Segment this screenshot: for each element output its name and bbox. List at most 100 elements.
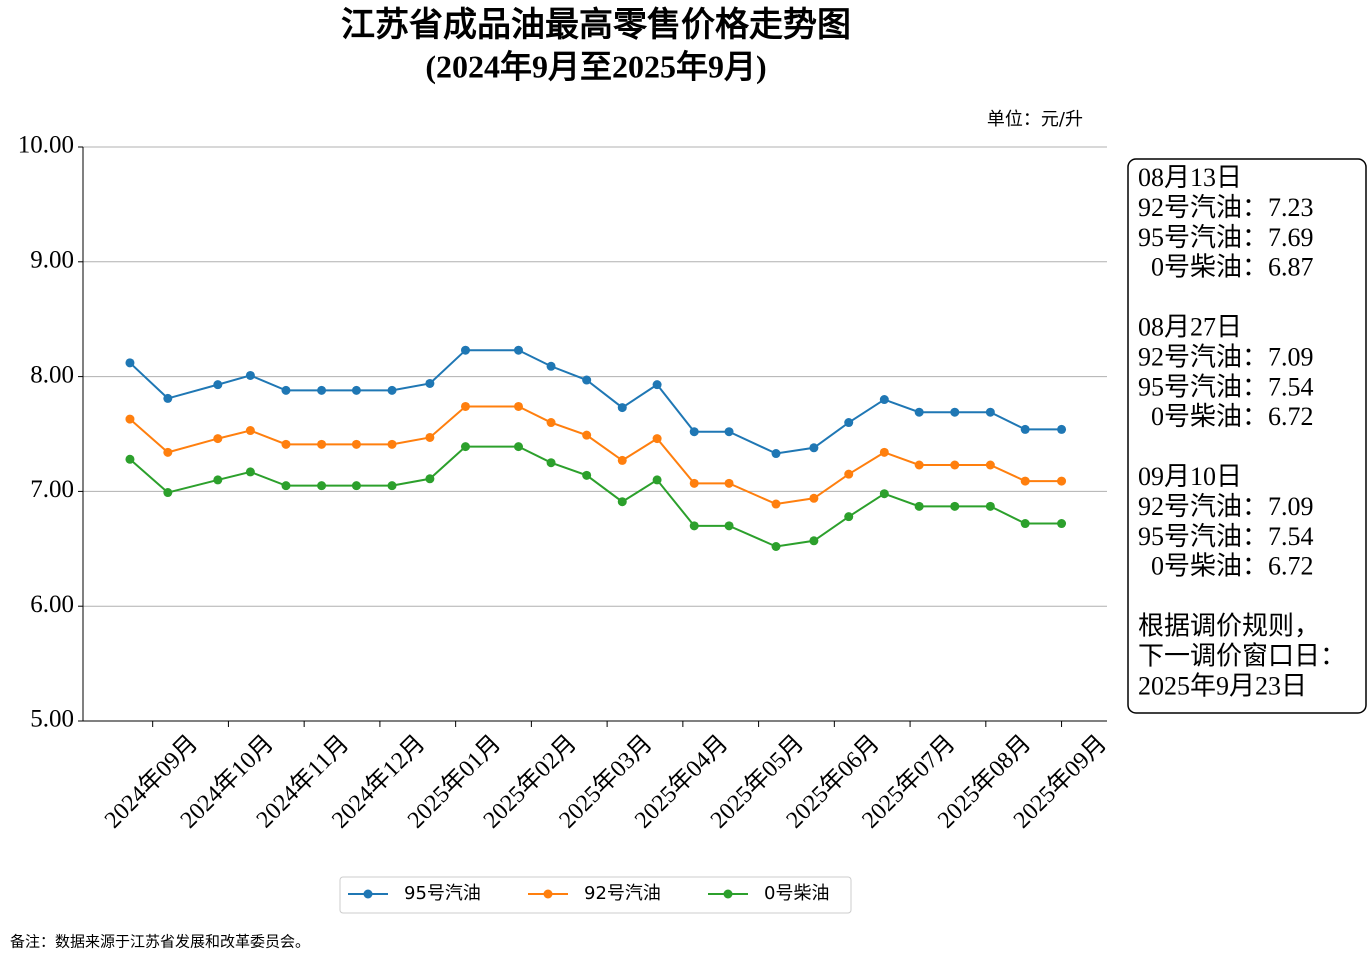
point	[950, 407, 960, 417]
legend-marker	[543, 889, 553, 899]
point	[879, 489, 889, 499]
point	[317, 439, 327, 449]
legend-label: 95号汽油	[404, 883, 481, 904]
point	[844, 469, 854, 479]
point	[351, 439, 361, 449]
annotation-line: 92号汽油：7.23	[1138, 193, 1314, 222]
point	[652, 475, 662, 485]
point	[163, 447, 173, 457]
point	[245, 467, 255, 477]
legend-label: 0号柴油	[764, 883, 829, 904]
point	[879, 447, 889, 457]
point	[387, 385, 397, 395]
point	[914, 407, 924, 417]
point	[213, 434, 223, 444]
y-tick-label: 7.00	[30, 476, 74, 503]
point	[514, 442, 524, 452]
point	[809, 443, 819, 453]
annotation-line: 08月13日	[1138, 163, 1242, 192]
point	[809, 493, 819, 503]
point	[985, 501, 995, 511]
point	[652, 434, 662, 444]
point	[425, 378, 435, 388]
annotation-line: 95号汽油：7.54	[1138, 372, 1314, 401]
unit-label: 单位：元/升	[987, 109, 1083, 130]
point	[460, 401, 470, 411]
legend-box	[339, 876, 852, 914]
legend-marker	[723, 889, 733, 899]
annotation-line: 09月10日	[1138, 462, 1242, 491]
point	[317, 481, 327, 491]
point	[652, 380, 662, 390]
point	[425, 432, 435, 442]
point	[1057, 424, 1067, 434]
point	[245, 370, 255, 380]
point	[844, 418, 854, 428]
point	[1057, 476, 1067, 486]
point	[245, 426, 255, 436]
point	[387, 481, 397, 491]
point	[1057, 519, 1067, 529]
point	[213, 475, 223, 485]
annotation-line: 0号柴油：6.72	[1138, 552, 1314, 581]
point	[617, 497, 627, 507]
point	[125, 358, 135, 368]
point	[582, 430, 592, 440]
chart-subtitle: (2024年9月至2025年9月)	[425, 48, 766, 84]
point	[387, 439, 397, 449]
point	[879, 395, 889, 405]
annotation-line: 08月27日	[1138, 312, 1242, 341]
point	[724, 478, 734, 488]
point	[809, 536, 819, 546]
point	[281, 385, 291, 395]
annotation-line: 下一调价窗口日：	[1138, 641, 1346, 670]
annotation-line: 根据调价规则，	[1138, 611, 1320, 640]
point	[689, 521, 699, 531]
y-tick-label: 10.00	[18, 132, 74, 159]
point	[724, 427, 734, 437]
legend-marker	[363, 889, 373, 899]
point	[582, 375, 592, 385]
series-line	[129, 445, 1062, 548]
legend-label: 92号汽油	[584, 883, 661, 904]
annotation-line: 95号汽油：7.54	[1138, 522, 1314, 551]
annotation-line: 2025年9月23日	[1138, 671, 1307, 700]
point	[163, 393, 173, 403]
point	[546, 458, 556, 468]
point	[546, 418, 556, 428]
point	[617, 403, 627, 413]
footnote: 备注：数据来源于江苏省发展和改革委员会。	[10, 933, 310, 951]
point	[281, 481, 291, 491]
annotation-line: 95号汽油：7.69	[1138, 223, 1314, 252]
point	[317, 385, 327, 395]
series-line	[129, 349, 1062, 455]
point	[689, 478, 699, 488]
point	[460, 442, 470, 452]
point	[281, 439, 291, 449]
point	[771, 542, 781, 552]
point	[514, 345, 524, 355]
annotation-line: 0号柴油：6.87	[1138, 253, 1314, 282]
point	[351, 385, 361, 395]
point	[985, 460, 995, 470]
point	[514, 401, 524, 411]
point	[163, 488, 173, 498]
point	[950, 501, 960, 511]
annotation-line: 0号柴油：6.72	[1138, 402, 1314, 431]
series-line	[129, 405, 1062, 506]
point	[844, 512, 854, 522]
y-tick-label: 6.00	[30, 591, 74, 618]
y-tick-label: 5.00	[30, 706, 74, 733]
point	[985, 407, 995, 417]
point	[546, 361, 556, 371]
point	[1020, 476, 1030, 486]
point	[213, 380, 223, 390]
point	[724, 521, 734, 531]
point	[689, 427, 699, 437]
point	[460, 345, 470, 355]
point	[771, 499, 781, 509]
point	[125, 414, 135, 424]
point	[1020, 519, 1030, 529]
point	[617, 455, 627, 465]
